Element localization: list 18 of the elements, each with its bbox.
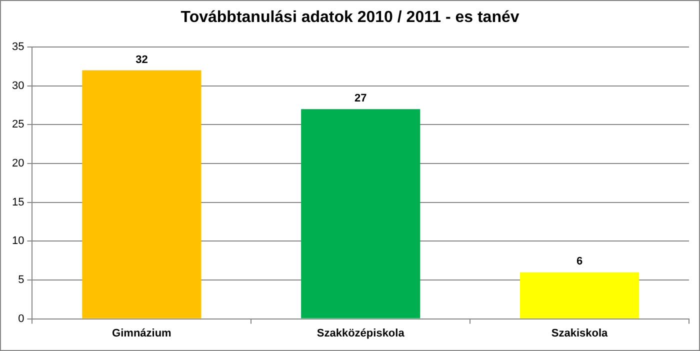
y-tick-label: 35 (12, 41, 24, 54)
chart-title: Továbbtanulási adatok 2010 / 2011 - es tanév (180, 9, 520, 27)
x-tick-label: Gimnázium (112, 327, 172, 340)
y-tick-label: 20 (12, 158, 24, 170)
y-tick-label: 25 (12, 118, 24, 131)
x-tick-label: Szakközépiskola (316, 327, 406, 340)
data-label: 27 (354, 92, 367, 105)
y-tick-label: 15 (12, 196, 24, 208)
bar (301, 109, 420, 318)
data-label: 6 (576, 256, 583, 268)
x-tick-label: Szakiskola (551, 327, 609, 340)
y-tick-label: 30 (12, 80, 24, 92)
y-tick-label: 5 (18, 274, 24, 286)
y-tick-label: 0 (18, 312, 24, 325)
bar (82, 70, 202, 318)
bar (520, 272, 640, 318)
data-label: 32 (136, 54, 148, 66)
y-tick-label: 10 (12, 235, 24, 248)
